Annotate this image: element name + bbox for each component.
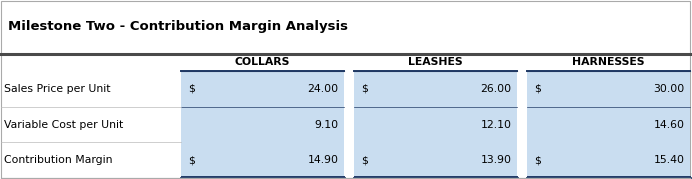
Text: Milestone Two - Contribution Margin Analysis: Milestone Two - Contribution Margin Anal…	[8, 20, 348, 33]
Text: Variable Cost per Unit: Variable Cost per Unit	[4, 120, 123, 130]
Text: $: $	[534, 155, 541, 165]
Bar	[354, 142, 517, 178]
Text: 13.90: 13.90	[480, 155, 511, 165]
Text: 30.00: 30.00	[653, 84, 684, 94]
Text: 15.40: 15.40	[653, 155, 684, 165]
Bar	[181, 142, 344, 178]
Text: $: $	[361, 84, 368, 94]
Text: $: $	[188, 84, 195, 94]
Text: 24.00: 24.00	[307, 84, 338, 94]
Text: HARNESSES: HARNESSES	[572, 57, 645, 67]
Text: COLLARS: COLLARS	[235, 57, 291, 67]
Text: 9.10: 9.10	[314, 120, 338, 130]
Text: Sales Price per Unit: Sales Price per Unit	[4, 84, 111, 94]
Bar	[181, 107, 344, 142]
Bar	[354, 107, 517, 142]
Bar	[527, 107, 690, 142]
Text: 12.10: 12.10	[480, 120, 511, 130]
Bar	[354, 71, 517, 107]
Text: $: $	[534, 84, 541, 94]
Text: 14.60: 14.60	[653, 120, 684, 130]
Bar	[527, 71, 690, 107]
Text: Contribution Margin: Contribution Margin	[4, 155, 113, 165]
Text: $: $	[188, 155, 195, 165]
Bar	[527, 142, 690, 178]
Text: 26.00: 26.00	[480, 84, 511, 94]
Text: 14.90: 14.90	[307, 155, 338, 165]
Text: LEASHES: LEASHES	[408, 57, 463, 67]
Bar	[181, 71, 344, 107]
Text: $: $	[361, 155, 368, 165]
